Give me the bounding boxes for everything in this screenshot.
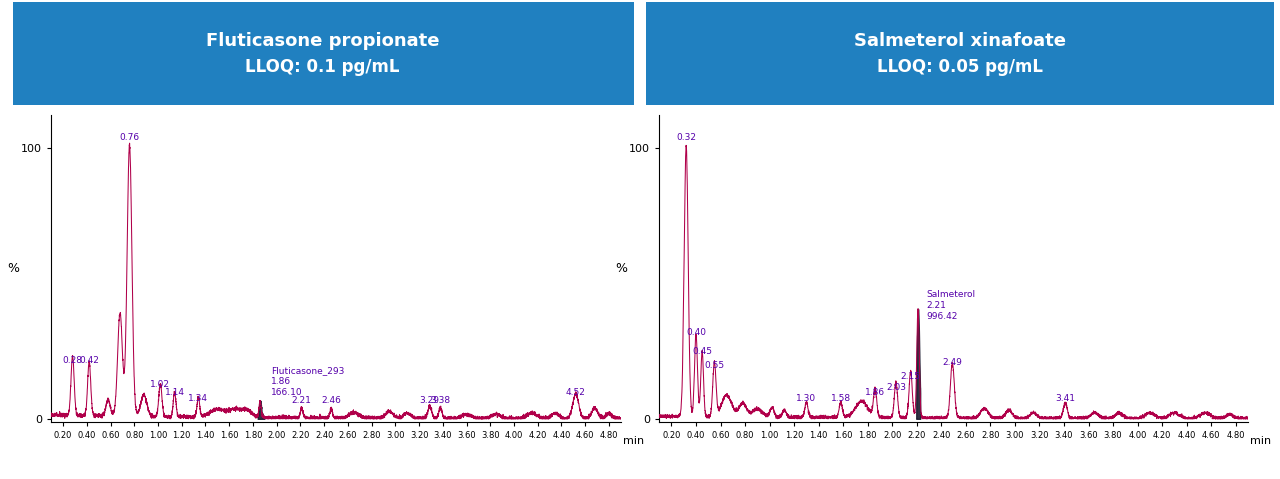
Text: 0.42: 0.42 bbox=[79, 355, 99, 365]
Text: 1.86: 1.86 bbox=[865, 388, 886, 397]
Text: Salmeterol xinafoate: Salmeterol xinafoate bbox=[854, 32, 1066, 50]
Text: 2.15: 2.15 bbox=[901, 372, 920, 381]
Text: 4.52: 4.52 bbox=[566, 388, 586, 397]
Text: 3.29: 3.29 bbox=[420, 396, 440, 405]
Text: 0.32: 0.32 bbox=[676, 133, 696, 142]
Text: 2.03: 2.03 bbox=[886, 383, 906, 392]
Text: min: min bbox=[623, 435, 644, 445]
Text: 0.55: 0.55 bbox=[704, 361, 724, 370]
Text: 1.30: 1.30 bbox=[796, 394, 817, 402]
Text: 1.02: 1.02 bbox=[150, 380, 170, 389]
Text: Fluticasone propionate: Fluticasone propionate bbox=[206, 32, 439, 50]
Text: 3.41: 3.41 bbox=[1055, 394, 1075, 402]
Text: min: min bbox=[1251, 435, 1271, 445]
Text: 0.40: 0.40 bbox=[686, 329, 707, 337]
Y-axis label: %: % bbox=[6, 262, 19, 275]
Text: LLOQ: 0.05 pg/mL: LLOQ: 0.05 pg/mL bbox=[877, 58, 1043, 76]
Text: LLOQ: 0.1 pg/mL: LLOQ: 0.1 pg/mL bbox=[246, 58, 399, 76]
Text: 0.28: 0.28 bbox=[63, 355, 82, 365]
Text: 0.76: 0.76 bbox=[119, 133, 140, 142]
Text: Fluticasone_293
1.86
166.10: Fluticasone_293 1.86 166.10 bbox=[271, 366, 344, 397]
Text: 2.49: 2.49 bbox=[942, 358, 963, 367]
Text: 0.45: 0.45 bbox=[692, 347, 712, 356]
Text: 1.58: 1.58 bbox=[831, 394, 851, 402]
Text: 3.38: 3.38 bbox=[430, 396, 451, 405]
Text: 2.21: 2.21 bbox=[292, 396, 311, 405]
Y-axis label: %: % bbox=[614, 262, 627, 275]
Text: 2.46: 2.46 bbox=[321, 396, 342, 405]
Text: Salmeterol
2.21
996.42: Salmeterol 2.21 996.42 bbox=[927, 290, 975, 321]
Text: 1.14: 1.14 bbox=[165, 388, 184, 397]
Text: 1.34: 1.34 bbox=[188, 394, 209, 402]
